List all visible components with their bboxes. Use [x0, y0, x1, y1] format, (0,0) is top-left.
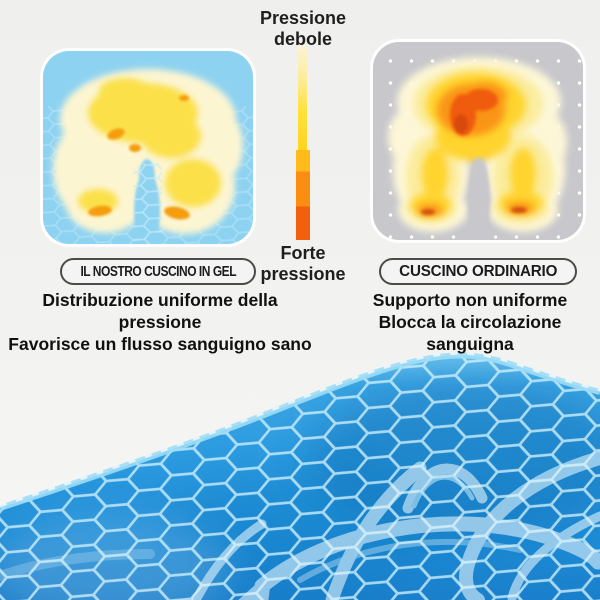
ordinary-cushion-description: Supporto non uniforme Blocca la circolaz… [360, 289, 580, 356]
ordinary-heatmap [388, 57, 567, 240]
ordinary-cushion-badge: CUSCINO ORDINARIO [379, 258, 577, 285]
ordinary-heatmap-panel [373, 42, 583, 240]
strong-pressure-label: Forte pressione [260, 243, 346, 285]
gel-heat-orange-spots [88, 95, 190, 220]
gel-description-line2: Favorisce un flusso sanguigno sano [8, 334, 312, 355]
gel-heatmap [43, 69, 253, 244]
ordinary-description-line1: Supporto non uniforme [372, 290, 568, 310]
ordinary-cushion-badge-label: CUSCINO ORDINARIO [398, 262, 558, 280]
pressure-scale-bar-bottom [296, 150, 310, 240]
ordinary-description-line2: Blocca la circolazione sanguigna [378, 312, 562, 355]
gel-cushion-photo [0, 352, 600, 600]
cushion-top-edge [0, 352, 600, 511]
ordinary-heat-core-zone [421, 89, 527, 215]
gel-cushion-badge: IL NOSTRO CUSCINO IN GEL [60, 258, 256, 285]
gel-description-line1: Distribuzione uniforme della pressione [42, 290, 278, 333]
gel-heat-yellow-zone [78, 78, 221, 213]
weak-pressure-label: Pressione debole [259, 8, 347, 50]
gel-heatmap-panel [43, 51, 253, 244]
airflow-swirl-icon [0, 451, 600, 600]
pressure-scale-bar-top [298, 46, 307, 150]
gel-cushion-badge-label: IL NOSTRO CUSCINO IN GEL [80, 263, 236, 280]
swirl-arrowhead-icon [236, 570, 272, 600]
gel-cushion-description: Distribuzione uniforme della pressione F… [8, 289, 312, 356]
